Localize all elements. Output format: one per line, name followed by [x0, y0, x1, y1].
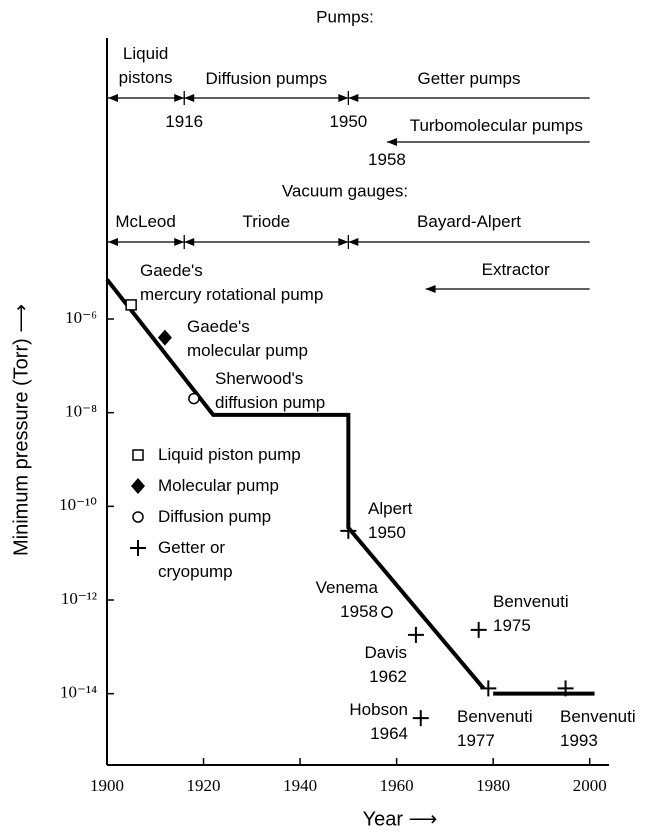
point-annotation: Hobson 1964	[349, 700, 408, 743]
legend-label: Molecular pump	[158, 476, 279, 495]
y-tick-label: 10⁻¹²	[61, 589, 97, 608]
timeline-year: 1958	[368, 150, 406, 169]
timeline-label: Bayard-Alpert	[417, 212, 521, 231]
marker-plus	[470, 621, 487, 638]
arrow-head	[425, 285, 436, 293]
arrow-head	[348, 238, 359, 246]
timeline-label: McLeod	[115, 212, 176, 231]
x-tick-label: 1920	[187, 776, 221, 795]
arrow-head	[348, 94, 359, 102]
arrow-head	[184, 238, 195, 246]
marker-plus	[557, 680, 574, 697]
legend-label: Liquid piston pump	[158, 445, 301, 464]
timeline-title: Vacuum gauges:	[282, 181, 408, 200]
marker-circle	[188, 392, 200, 405]
marker-diamond	[157, 329, 172, 346]
timeline-title: Pumps:	[316, 7, 374, 26]
timeline-year: 1916	[165, 112, 204, 131]
x-tick-label: 1940	[283, 776, 317, 795]
arrow-head	[174, 94, 185, 102]
arrow-head	[386, 138, 397, 146]
timeline-year: 1950	[329, 112, 368, 131]
y-tick-label: 10⁻¹⁴	[60, 683, 97, 702]
y-axis-label: Minimum pressure (Torr) ⟶	[10, 304, 32, 556]
arrow-head	[108, 238, 118, 246]
arrow-head	[184, 94, 195, 102]
y-tick-label: 10⁻⁶	[65, 308, 97, 327]
y-tick-label: 10⁻¹⁰	[59, 495, 97, 514]
timeline-label: Turbomolecular pumps	[409, 116, 583, 135]
arrow-head	[108, 94, 118, 102]
timeline-label: Liquid pistons	[118, 44, 173, 87]
marker-plus	[340, 522, 357, 539]
legend-marker	[130, 540, 146, 556]
timeline-label: Getter pumps	[417, 69, 521, 88]
marker-plus	[407, 626, 424, 643]
x-tick-label: 2000	[573, 776, 607, 795]
legend-label: Getter or cryopump	[158, 538, 233, 581]
timeline-label: Extractor	[481, 260, 550, 279]
timeline-label: Triode	[242, 212, 291, 231]
point-annotation: Benvenuti 1975	[493, 592, 569, 635]
point-annotation: Davis 1962	[364, 643, 407, 686]
point-annotation: Sherwood's diffusion pump	[215, 369, 326, 412]
pressure-line	[105, 278, 486, 690]
marker-plus	[412, 710, 429, 727]
x-tick-label: 1980	[476, 776, 510, 795]
marker-plus	[480, 680, 497, 697]
legend-marker	[131, 478, 145, 494]
arrow-head	[338, 94, 349, 102]
point-annotation: Alpert 1950	[368, 499, 413, 542]
legend-label: Diffusion pump	[158, 507, 272, 526]
timeline-label: Diffusion pumps	[205, 69, 328, 88]
arrow-head	[174, 238, 185, 246]
marker-square	[125, 299, 137, 311]
legend-marker	[132, 511, 144, 523]
point-annotation: Venema 1958	[315, 578, 378, 621]
point-annotation: Benvenuti 1993	[560, 707, 636, 750]
x-axis-label: Year ⟶	[363, 808, 438, 830]
point-annotation: Gaede's molecular pump	[187, 317, 308, 360]
point-annotation: Gaede's mercury rotational pump	[140, 261, 324, 304]
x-tick-label: 1960	[380, 776, 414, 795]
arrow-head	[338, 238, 349, 246]
y-tick-label: 10⁻⁸	[65, 402, 97, 421]
legend-marker	[132, 449, 144, 461]
point-annotation: Benvenuti 1977	[457, 707, 533, 750]
x-tick-label: 1900	[90, 776, 124, 795]
marker-circle	[381, 606, 393, 618]
